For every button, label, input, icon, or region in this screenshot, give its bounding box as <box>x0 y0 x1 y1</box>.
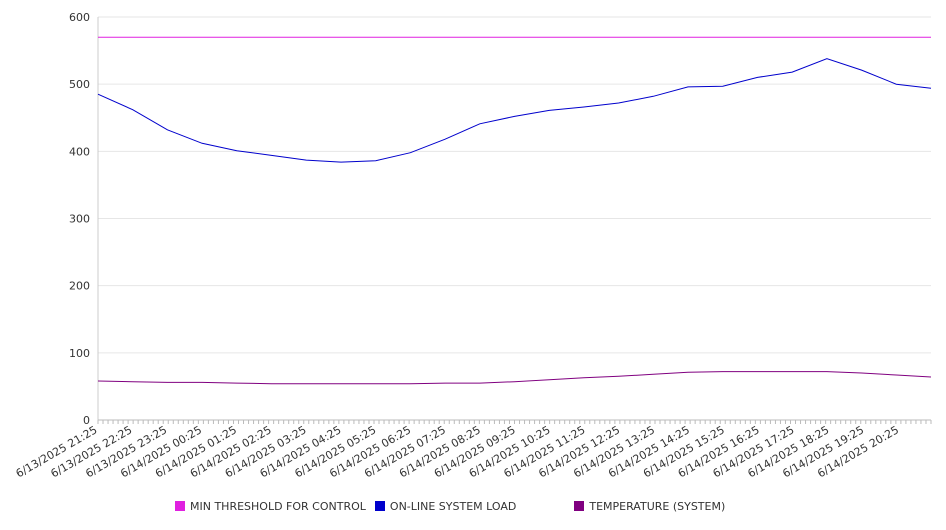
grid <box>98 16 931 354</box>
y-tick-label: 400 <box>69 145 90 158</box>
series-online-system-load <box>97 58 932 163</box>
series <box>97 36 932 385</box>
legend-item-min-threshold: MIN THRESHOLD FOR CONTROL <box>175 500 366 513</box>
y-tick-label: 200 <box>69 280 90 293</box>
legend: MIN THRESHOLD FOR CONTROL ON-LINE SYSTEM… <box>175 498 734 514</box>
legend-label: MIN THRESHOLD FOR CONTROL <box>190 499 366 513</box>
legend-label: ON-LINE SYSTEM LOAD <box>389 499 517 513</box>
series-temperature <box>97 371 932 385</box>
y-tick-label: 300 <box>69 213 90 226</box>
legend-label: TEMPERATURE (SYSTEM) <box>589 499 726 513</box>
y-tick-label: 600 <box>69 11 90 24</box>
legend-item-online-system-load: ON-LINE SYSTEM LOAD <box>374 499 517 513</box>
legend-swatch <box>574 501 585 511</box>
legend-swatch <box>175 501 185 511</box>
y-tick-label: 100 <box>69 347 90 360</box>
legend-item-temperature: TEMPERATURE (SYSTEM) <box>574 500 725 513</box>
legend-swatch <box>374 501 385 511</box>
y-tick-label: 500 <box>69 78 90 91</box>
y-tick-label: 0 <box>83 414 90 427</box>
